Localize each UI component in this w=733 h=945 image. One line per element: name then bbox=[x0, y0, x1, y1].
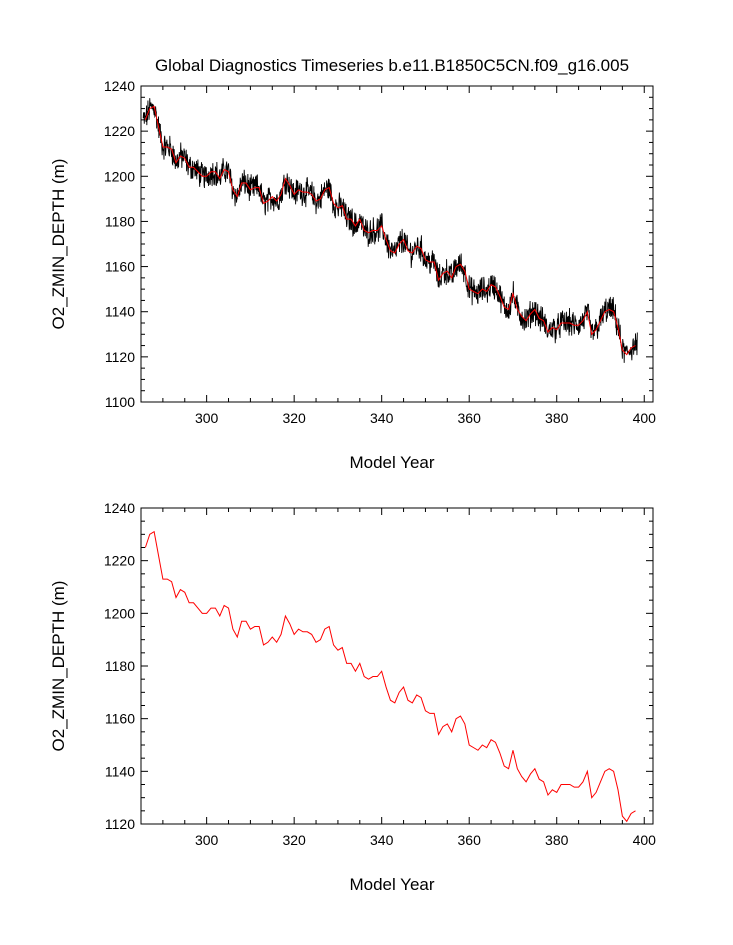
panel-1-x-tick-label: 340 bbox=[370, 410, 394, 426]
panel-1-x-tick-label: 360 bbox=[458, 410, 482, 426]
panel-2-ylabel: O2_ZMIN_DEPTH (m) bbox=[49, 581, 68, 752]
chart-title: Global Diagnostics Timeseries b.e11.B185… bbox=[155, 56, 629, 75]
panel-2-y-tick-label: 1140 bbox=[105, 763, 135, 779]
panel-1-x-tick-label: 380 bbox=[545, 410, 569, 426]
panel-1-y-tick-label: 1120 bbox=[105, 349, 135, 365]
panel-2-y-tick-label: 1120 bbox=[105, 816, 135, 832]
panel-2-frame bbox=[140, 507, 654, 825]
panel-1-ylabel: O2_ZMIN_DEPTH (m) bbox=[49, 159, 68, 330]
panel-1-monthly-series-line bbox=[142, 98, 638, 363]
panel-2-x-tick-label: 300 bbox=[195, 832, 219, 848]
panel-2-x-tick-label: 360 bbox=[458, 832, 482, 848]
panel-2-annual-mean: 300 320 340 360 380 400 1120 1140 1160 1180 1200 12… bbox=[49, 500, 656, 894]
panel-2-x-tick-label: 400 bbox=[633, 832, 657, 848]
panel-2-xlabel: Model Year bbox=[349, 875, 434, 894]
panel-1-y-tick-label: 1100 bbox=[105, 394, 135, 410]
panel-2-y-tick-label: 1200 bbox=[104, 605, 135, 621]
panel-1-xlabel: Model Year bbox=[349, 453, 434, 472]
panel-1-y-tick-label: 1200 bbox=[104, 168, 135, 184]
panel-2-x-tick-label: 320 bbox=[282, 832, 306, 848]
panel-2-y-tick-label: 1180 bbox=[105, 658, 135, 674]
panel-1-y-tick-label: 1220 bbox=[104, 123, 135, 139]
panel-2-y-tick-label: 1220 bbox=[104, 553, 135, 569]
panel-1-annual-mean-series-line bbox=[144, 105, 636, 356]
panel-2-annual-mean-series-line bbox=[144, 530, 636, 823]
panel-1-x-tick-label: 300 bbox=[195, 410, 219, 426]
panel-2-x-tick-label: 340 bbox=[370, 832, 394, 848]
panel-1-timeseries: 300 320 340 360 380 400 1100 1120 1140 1160 1180 12… bbox=[49, 78, 656, 472]
panel-2-y-tick-label: 1240 bbox=[104, 500, 135, 516]
panel-2-x-tick-label: 380 bbox=[545, 832, 569, 848]
panel-2-y-tick-label: 1160 bbox=[105, 711, 135, 727]
panel-1-x-tick-label: 400 bbox=[633, 410, 657, 426]
panel-1-x-tick-label: 320 bbox=[282, 410, 306, 426]
panel-1-y-tick-label: 1140 bbox=[105, 304, 135, 320]
panel-1-y-tick-label: 1240 bbox=[104, 78, 135, 94]
panel-1-y-tick-label: 1160 bbox=[105, 259, 135, 275]
panel-1-y-tick-label: 1180 bbox=[105, 213, 135, 229]
